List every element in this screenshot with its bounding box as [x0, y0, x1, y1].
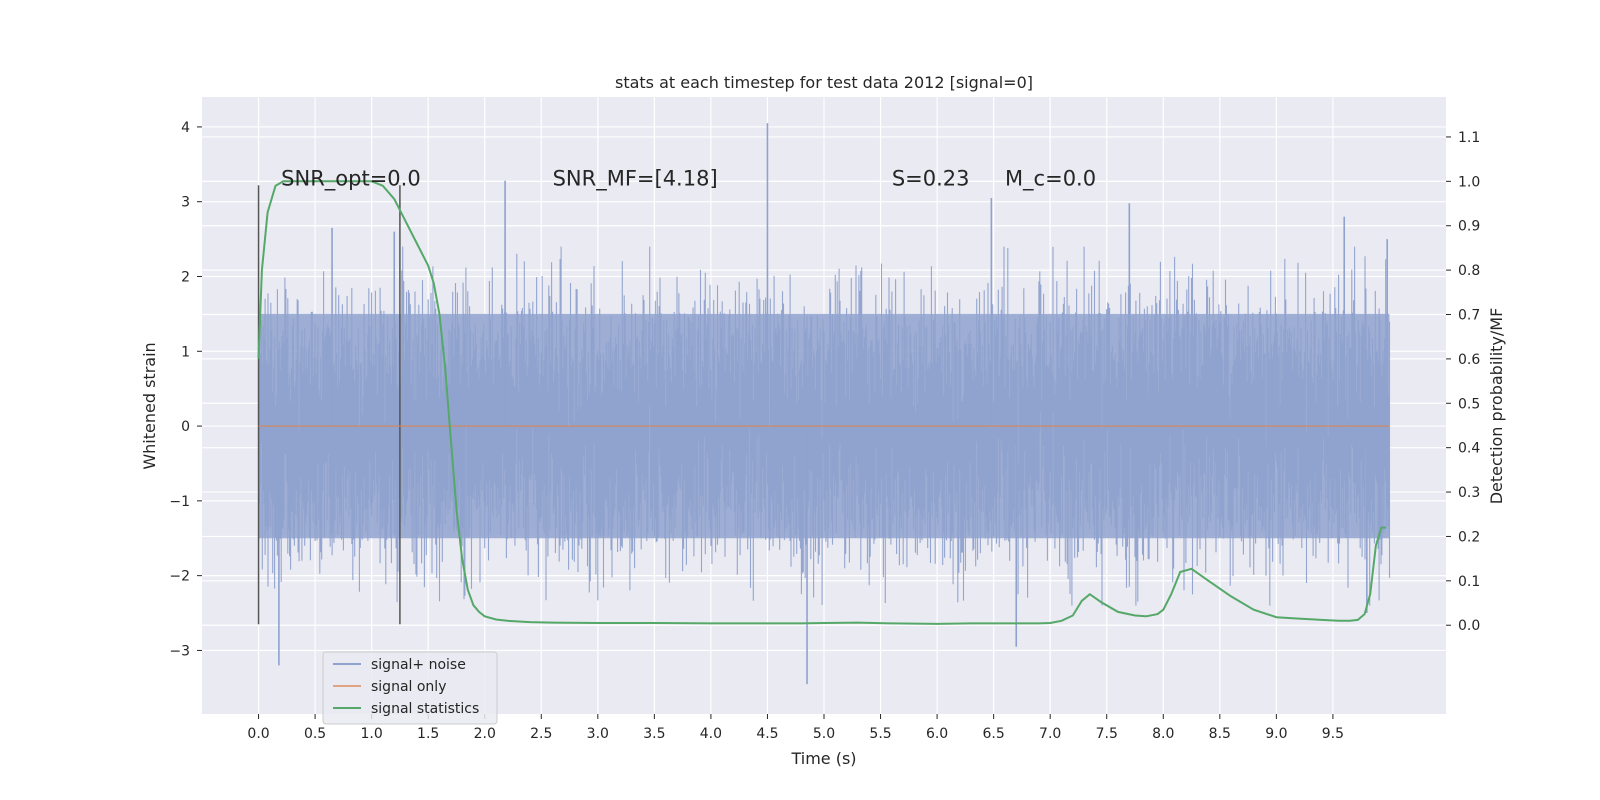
y-axis-right-label: Detection probability/MF — [1487, 308, 1506, 505]
legend: signal+ noise signal only signal statist… — [322, 651, 498, 725]
x-axis-ticks: 0.0 0.5 1.0 1.5 2.0 2.5 3.0 3.5 4.0 4.5 5.0 5.5 6.0 6… — [247, 714, 1344, 742]
x-tick-label-17: 8.5 — [1209, 726, 1231, 742]
x-tick-label-1: 0.5 — [304, 726, 326, 742]
yl-tick-label-5: 2 — [181, 269, 190, 285]
x-tick-label-18: 9.0 — [1265, 726, 1287, 742]
x-tick-label-14: 7.0 — [1039, 726, 1061, 742]
y-axis-left-ticks: −3 −2 −1 0 1 2 3 4 — [169, 120, 202, 659]
yr-tick-label-2: 0.2 — [1458, 529, 1480, 545]
x-tick-label-8: 4.0 — [700, 726, 722, 742]
annotations: SNR_opt=0.0 SNR_MF=[4.18] S=0.23 M_c=0.0 — [281, 166, 1096, 191]
y-axis-right-ticks: 0.0 0.1 0.2 0.3 0.4 0.5 0.6 0.7 0.8 0.9 1.0 1.1 — [1446, 130, 1480, 634]
yr-tick-label-0: 0.0 — [1458, 618, 1480, 634]
yl-tick-label-0: −3 — [169, 643, 190, 659]
yl-tick-label-7: 4 — [181, 120, 190, 136]
x-tick-label-2: 1.0 — [361, 726, 383, 742]
x-tick-label-6: 3.0 — [587, 726, 609, 742]
x-tick-label-19: 9.5 — [1322, 726, 1344, 742]
yl-tick-label-4: 1 — [181, 344, 190, 360]
x-tick-label-7: 3.5 — [643, 726, 665, 742]
x-tick-label-0: 0.0 — [247, 726, 269, 742]
x-tick-label-9: 4.5 — [756, 726, 778, 742]
x-tick-label-5: 2.5 — [530, 726, 552, 742]
yr-tick-label-10: 1.0 — [1458, 174, 1480, 190]
x-tick-label-15: 7.5 — [1096, 726, 1118, 742]
signal-statistics-line — [257, 180, 1387, 625]
x-tick-label-12: 6.0 — [926, 726, 948, 742]
series-signal-statistics — [257, 180, 1387, 625]
x-tick-label-4: 2.0 — [474, 726, 496, 742]
annotation-1: SNR_MF=[4.18] — [553, 166, 718, 191]
y-axis-left-label: Whitened strain — [140, 342, 159, 469]
legend-label-signal-noise: signal+ noise — [371, 657, 466, 673]
yr-tick-label-3: 0.3 — [1458, 485, 1480, 501]
annotation-3: M_c=0.0 — [1005, 166, 1096, 191]
legend-label-signal-only: signal only — [371, 679, 446, 695]
yr-tick-label-9: 0.9 — [1458, 219, 1480, 235]
yr-tick-label-5: 0.5 — [1458, 396, 1480, 412]
yl-tick-label-1: −2 — [169, 569, 190, 585]
yl-tick-label-2: −1 — [169, 494, 190, 510]
yl-tick-label-3: 0 — [181, 419, 190, 435]
yr-tick-label-1: 0.1 — [1458, 574, 1480, 590]
legend-label-signal-statistics: signal statistics — [371, 701, 479, 717]
yr-tick-label-6: 0.6 — [1458, 352, 1480, 368]
x-tick-label-3: 1.5 — [417, 726, 439, 742]
x-axis-label: Time (s) — [790, 749, 856, 768]
annotation-2: S=0.23 — [892, 166, 970, 190]
annotation-0: SNR_opt=0.0 — [281, 166, 421, 191]
yr-tick-label-11: 1.1 — [1458, 130, 1480, 146]
yl-tick-label-6: 3 — [181, 195, 190, 211]
legend-box — [322, 651, 498, 725]
yr-tick-label-8: 0.8 — [1458, 263, 1480, 279]
yr-tick-label-4: 0.4 — [1458, 441, 1480, 457]
x-tick-label-10: 5.0 — [813, 726, 835, 742]
x-tick-label-11: 5.5 — [869, 726, 891, 742]
vertical-markers — [257, 185, 401, 625]
yr-tick-label-7: 0.7 — [1458, 308, 1480, 324]
x-tick-label-13: 6.5 — [983, 726, 1005, 742]
x-tick-label-16: 8.0 — [1152, 726, 1174, 742]
chart-title: stats at each timestep for test data 201… — [615, 73, 1033, 92]
